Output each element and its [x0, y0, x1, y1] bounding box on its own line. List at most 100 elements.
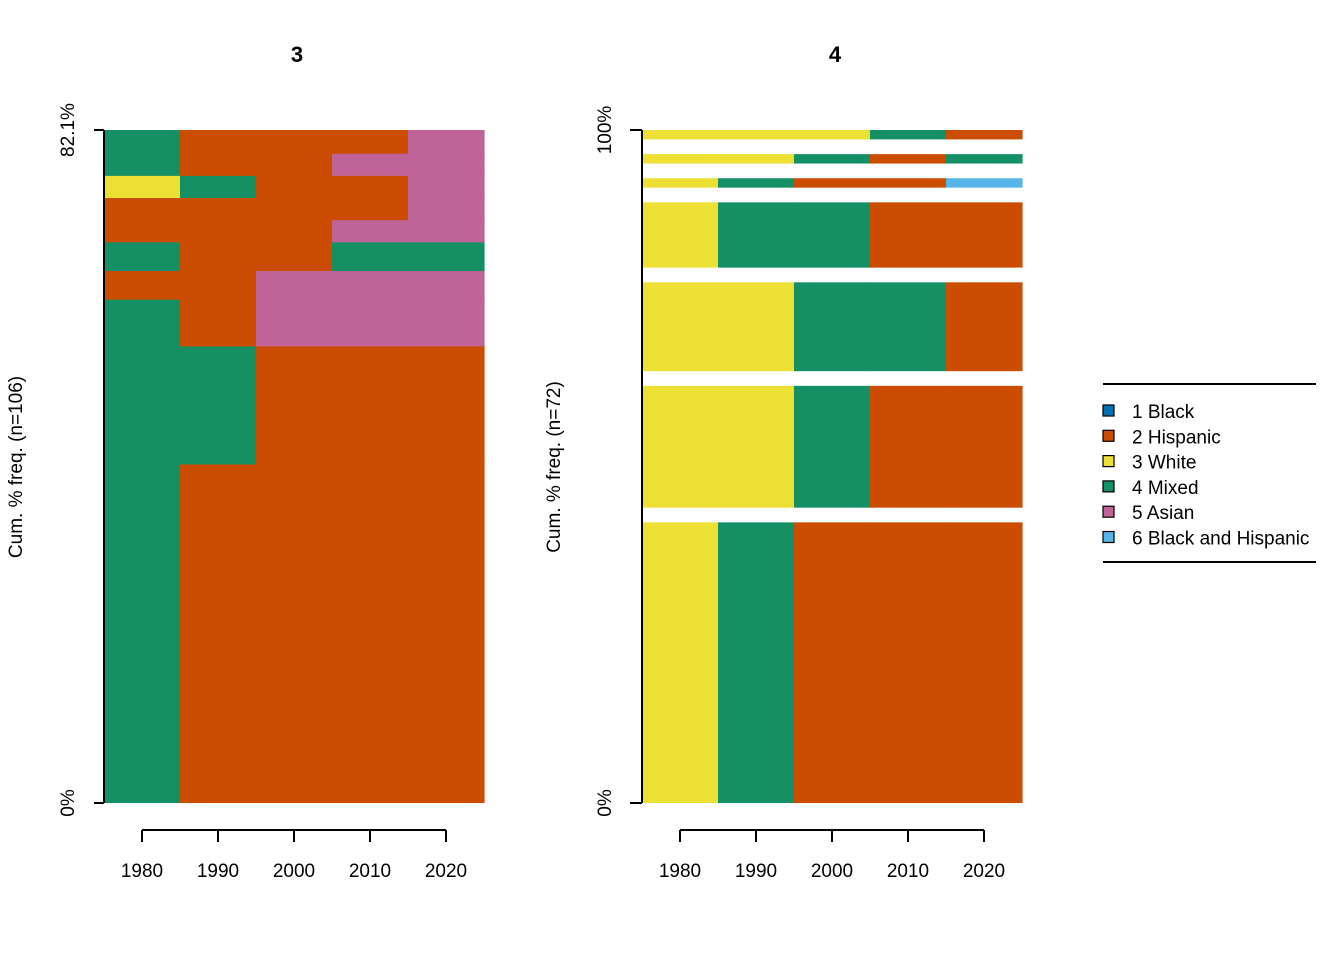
sequence-segment	[718, 385, 795, 508]
sequence-segment	[256, 462, 333, 803]
sequence-segment	[332, 130, 409, 154]
sequence-segment	[104, 240, 181, 271]
sequence-segment	[104, 298, 181, 347]
legend-swatch	[1102, 429, 1115, 442]
sequence-segment	[180, 130, 257, 154]
legend-label: 2 Hispanic	[1132, 427, 1221, 448]
sequence-segment	[870, 522, 947, 803]
sequence-segment	[794, 202, 871, 268]
sequence-segment	[718, 178, 795, 188]
sequence-segment	[794, 385, 871, 508]
panel-3: 3 Cum. % freq. (n=106) 0% 82.1% 1980 1990…	[6, 42, 485, 882]
panel-3-ylabel: Cum. % freq. (n=106)	[6, 376, 27, 558]
x-tick-label: 2000	[811, 861, 853, 882]
sequence-segment	[408, 462, 485, 803]
panel-4-x-axis: 1980 1990 2000 2010 2020	[659, 829, 1005, 882]
sequence-segment	[794, 178, 871, 188]
legend-swatch	[1102, 404, 1115, 417]
sequence-segment	[718, 522, 795, 803]
legend-label: 4 Mixed	[1132, 478, 1199, 499]
sequence-segment	[946, 202, 1023, 268]
sequence-segment	[104, 462, 181, 803]
panel-3-ytick-high: 82.1%	[58, 103, 79, 157]
x-tick-label: 2000	[273, 861, 315, 882]
x-tick-label: 2020	[425, 861, 467, 882]
panel-4-ytick-low: 0%	[595, 789, 616, 817]
x-tick-label: 1980	[659, 861, 701, 882]
legend-swatch	[1102, 480, 1115, 493]
panel-4-ylabel: Cum. % freq. (n=72)	[544, 381, 565, 553]
sequence-segment	[642, 130, 719, 140]
sequence-segment	[794, 282, 871, 372]
sequence-segment	[794, 154, 871, 164]
panel-4-bars	[642, 130, 1023, 803]
sequence-segment	[870, 202, 947, 268]
sequence-segment	[718, 202, 795, 268]
panel-3-y-axis: 0% 82.1%	[58, 103, 105, 817]
sequence-segment	[332, 462, 409, 803]
sequence-segment	[408, 344, 485, 465]
sequence-segment	[718, 282, 795, 372]
sequence-segment	[332, 269, 409, 300]
sequence-segment	[642, 385, 719, 508]
sequence-segment	[332, 174, 409, 199]
sequence-segment	[104, 130, 181, 154]
sequence-segment	[256, 269, 333, 300]
sequence-segment	[180, 174, 257, 199]
sequence-segment	[180, 269, 257, 300]
sequence-segment	[104, 152, 181, 176]
sequence-segment	[408, 174, 485, 199]
sequence-segment	[408, 269, 485, 300]
sequence-segment	[408, 240, 485, 271]
sequence-segment	[180, 152, 257, 176]
legend-swatch	[1102, 455, 1115, 468]
sequence-segment	[946, 282, 1023, 372]
sequence-segment	[332, 152, 409, 176]
sequence-segment	[180, 462, 257, 803]
sequence-segment	[104, 218, 181, 243]
sequence-segment	[332, 344, 409, 465]
sequence-segment	[332, 298, 409, 347]
x-tick-label: 1990	[735, 861, 777, 882]
sequence-segment	[642, 282, 719, 372]
sequence-segment	[104, 174, 181, 199]
sequence-segment	[946, 178, 1023, 188]
sequence-segment	[180, 240, 257, 271]
sequence-segment	[256, 298, 333, 347]
sequence-segment	[180, 298, 257, 347]
sequence-segment	[332, 218, 409, 243]
sequence-segment	[794, 130, 871, 140]
sequence-segment	[256, 174, 333, 199]
panel-3-ytick-low: 0%	[58, 789, 79, 817]
sequence-segment	[256, 130, 333, 154]
sequence-segment	[870, 385, 947, 508]
sequence-segment	[642, 202, 719, 268]
sequence-segment	[946, 130, 1023, 140]
panel-4-ytick-high: 100%	[595, 106, 616, 155]
sequence-segment	[642, 154, 719, 164]
sequence-segment	[870, 178, 947, 188]
sequence-segment	[332, 196, 409, 221]
sequence-segment	[256, 196, 333, 221]
sequence-segment	[256, 240, 333, 271]
sequence-segment	[180, 218, 257, 243]
sequence-segment	[408, 130, 485, 154]
legend-label: 5 Asian	[1132, 503, 1194, 524]
legend-label: 6 Black and Hispanic	[1132, 529, 1309, 550]
sequence-segment	[408, 196, 485, 221]
sequence-segment	[642, 178, 719, 188]
panel-3-x-axis: 1980 1990 2000 2010 2020	[121, 829, 467, 882]
x-tick-label: 1990	[197, 861, 239, 882]
legend-label: 3 White	[1132, 453, 1196, 474]
sequence-segment	[946, 154, 1023, 164]
legend-label: 1 Black	[1132, 402, 1195, 423]
panel-4-title: 4	[829, 42, 842, 67]
panel-4: 4 Cum. % freq. (n=72) 0% 100% 1980 1990 20…	[544, 42, 1023, 882]
sequence-segment	[718, 130, 795, 140]
sequence-segment	[408, 298, 485, 347]
panel-3-bars	[104, 130, 485, 803]
sequence-segment	[332, 240, 409, 271]
sequence-segment	[180, 344, 257, 465]
x-tick-label: 2010	[349, 861, 391, 882]
